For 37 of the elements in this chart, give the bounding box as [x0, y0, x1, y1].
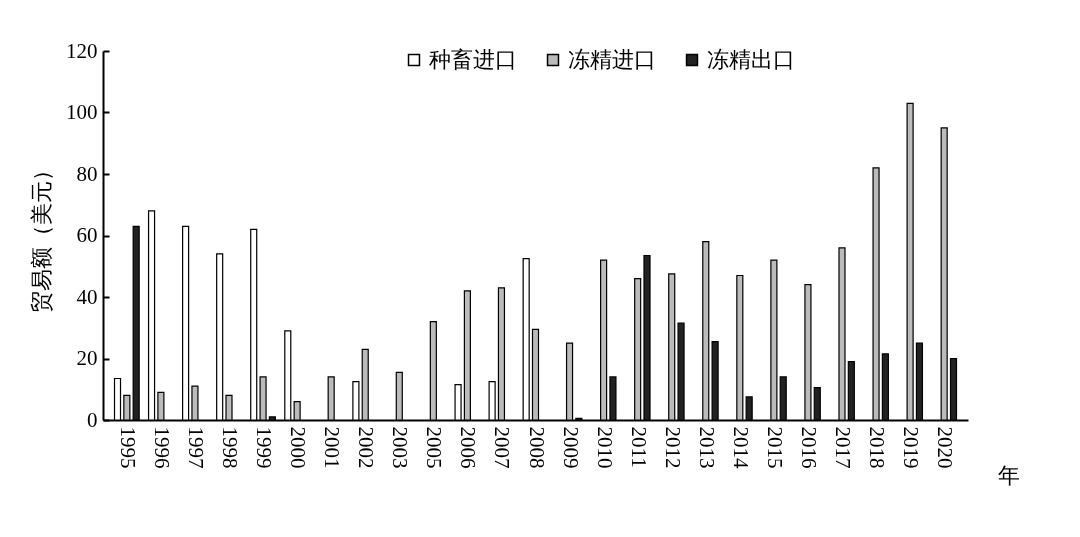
x-tick-label: 2018 [865, 426, 890, 469]
x-tick-label: 2017 [831, 426, 855, 469]
x-tick-label: 2010 [592, 426, 617, 469]
y-tick-label: 100 [66, 100, 98, 124]
x-tick-label: 2011 [626, 426, 651, 468]
x-tick-label: 2013 [694, 426, 719, 469]
x-tick-label: 2015 [762, 426, 787, 469]
x-tick-label: 1995 [115, 426, 140, 469]
x-tick-label: 2005 [422, 426, 447, 469]
x-tick-label: 1999 [252, 426, 277, 469]
y-axis-title: 贸易额（美元） [29, 159, 54, 313]
x-tick-label: 1996 [149, 426, 174, 469]
x-tick-label: 2002 [354, 426, 379, 469]
x-tick-label: 2012 [660, 426, 685, 469]
y-tick-label: 60 [76, 223, 98, 247]
y-tick-label: 80 [76, 161, 98, 186]
x-tick-label: 2006 [456, 426, 481, 469]
x-tick-label: 2019 [899, 426, 924, 469]
x-tick-label: 2007 [490, 426, 515, 469]
x-tick-label: 2009 [558, 426, 583, 469]
legend-label: 冻精出口 [707, 47, 795, 72]
x-tick-label: 2020 [933, 426, 958, 469]
x-tick-label: 1998 [218, 426, 242, 469]
y-tick-label: 20 [76, 346, 98, 370]
x-tick-label: 2003 [388, 426, 413, 469]
y-tick-label: 120 [66, 38, 98, 63]
x-tick-label: 2016 [796, 426, 821, 469]
legend-label: 冻精进口 [568, 47, 656, 72]
y-tick-label: 0 [87, 407, 98, 432]
x-tick-label: 2001 [320, 426, 345, 469]
legend-label: 种畜进口 [429, 47, 517, 72]
x-axis-title: 年 [997, 462, 1020, 488]
x-tick-label: 2000 [286, 426, 311, 469]
x-tick-label: 2008 [524, 426, 549, 469]
y-tick-label: 40 [76, 284, 98, 309]
x-tick-label: 1997 [183, 426, 208, 469]
x-tick-label: 2014 [728, 426, 753, 469]
